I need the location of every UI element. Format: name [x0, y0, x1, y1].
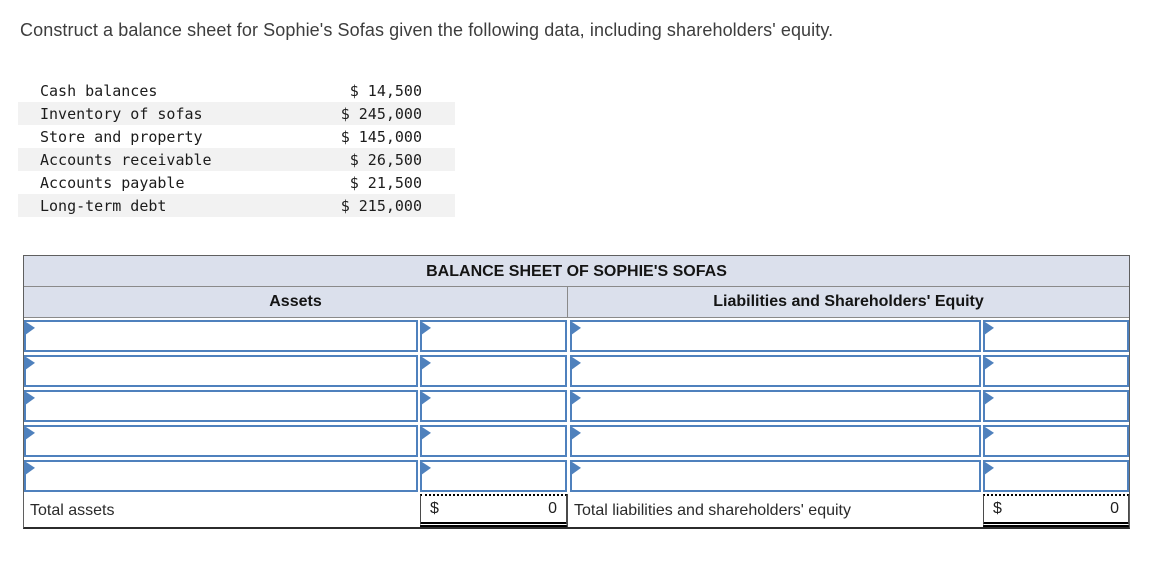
- cell-flag-icon: [985, 322, 994, 335]
- column-header-liabilities: Liabilities and Shareholders' Equity: [567, 287, 1129, 317]
- asset-amount-input-cell[interactable]: [420, 320, 567, 352]
- given-data-table: Cash balances $ 14,500 Inventory of sofa…: [18, 79, 455, 217]
- given-data-row: Store and property $ 145,000: [18, 125, 455, 148]
- cell-flag-icon: [422, 392, 431, 405]
- given-data-amount: $ 14,500: [349, 81, 422, 100]
- cell-flag-icon: [572, 462, 581, 475]
- cell-flag-icon: [26, 392, 35, 405]
- given-data-row: Inventory of sofas $ 245,000: [18, 102, 455, 125]
- cell-flag-icon: [26, 322, 35, 335]
- liability-label-input-cell[interactable]: [570, 320, 981, 352]
- instruction-text: Construct a balance sheet for Sophie's S…: [20, 20, 834, 40]
- asset-amount-input-cell[interactable]: [420, 355, 567, 387]
- liability-amount-input-cell[interactable]: [983, 460, 1129, 492]
- given-data-label: Long-term debt: [40, 196, 167, 215]
- total-assets-label: Total assets: [30, 501, 115, 519]
- totals-row: Total assets $ 0 Total liabilities and s…: [24, 494, 1129, 527]
- balance-sheet-row: [24, 320, 1129, 352]
- cell-flag-icon: [572, 392, 581, 405]
- balance-sheet-title: BALANCE SHEET OF SOPHIE'S SOFAS: [24, 256, 1129, 287]
- asset-label-input-cell[interactable]: [24, 320, 418, 352]
- liability-amount-input-cell[interactable]: [983, 355, 1129, 387]
- cell-flag-icon: [26, 357, 35, 370]
- balance-sheet-table: BALANCE SHEET OF SOPHIE'S SOFAS Assets L…: [23, 255, 1130, 529]
- cell-flag-icon: [422, 427, 431, 440]
- liability-label-input-cell[interactable]: [570, 425, 981, 457]
- given-data-row: Cash balances $ 14,500: [18, 79, 455, 102]
- given-data-amount: $ 145,000: [340, 127, 422, 146]
- asset-amount-input-cell[interactable]: [420, 460, 567, 492]
- asset-label-input-cell[interactable]: [24, 460, 418, 492]
- given-data-row: Accounts payable $ 21,500: [18, 171, 455, 194]
- balance-sheet-body: [24, 320, 1129, 492]
- asset-amount-input-cell[interactable]: [420, 425, 567, 457]
- cell-flag-icon: [572, 427, 581, 440]
- liability-amount-input-cell[interactable]: [983, 320, 1129, 352]
- asset-amount-input-cell[interactable]: [420, 390, 567, 422]
- given-data-label: Store and property: [40, 127, 203, 146]
- cell-flag-icon: [985, 462, 994, 475]
- total-liabilities-label: Total liabilities and shareholders' equi…: [567, 494, 983, 527]
- cell-flag-icon: [985, 392, 994, 405]
- cell-flag-icon: [26, 427, 35, 440]
- balance-sheet-row: [24, 355, 1129, 387]
- total-liabilities-amount-cell: $ 0: [983, 494, 1129, 527]
- cell-flag-icon: [572, 322, 581, 335]
- liability-label-input-cell[interactable]: [570, 355, 981, 387]
- liability-amount-input-cell[interactable]: [983, 425, 1129, 457]
- given-data-amount: $ 245,000: [340, 104, 422, 123]
- balance-sheet-row: [24, 390, 1129, 422]
- given-data-label: Accounts receivable: [40, 150, 212, 169]
- balance-sheet-header-row: Assets Liabilities and Shareholders' Equ…: [24, 287, 1129, 318]
- total-liabilities-value: 0: [1110, 500, 1119, 517]
- given-data-body: Cash balances $ 14,500 Inventory of sofa…: [18, 79, 455, 217]
- asset-label-input-cell[interactable]: [24, 425, 418, 457]
- given-data-row: Accounts receivable $ 26,500: [18, 148, 455, 171]
- given-data-label: Inventory of sofas: [40, 104, 203, 123]
- asset-label-input-cell[interactable]: [24, 355, 418, 387]
- total-assets-value: 0: [548, 500, 557, 517]
- cell-flag-icon: [422, 462, 431, 475]
- given-data-amount: $ 26,500: [349, 150, 422, 169]
- given-data-amount: $ 215,000: [340, 196, 422, 215]
- total-liabilities-currency: $: [993, 500, 1002, 517]
- cell-flag-icon: [422, 322, 431, 335]
- balance-sheet-row: [24, 460, 1129, 492]
- given-data-label: Cash balances: [40, 81, 158, 100]
- cell-flag-icon: [572, 357, 581, 370]
- cell-flag-icon: [26, 462, 35, 475]
- given-data-label: Accounts payable: [40, 173, 185, 192]
- cell-flag-icon: [422, 357, 431, 370]
- column-header-assets: Assets: [269, 293, 322, 310]
- liability-label-input-cell[interactable]: [570, 390, 981, 422]
- cell-flag-icon: [985, 357, 994, 370]
- total-assets-currency: $: [430, 500, 439, 517]
- liability-label-input-cell[interactable]: [570, 460, 981, 492]
- liability-amount-input-cell[interactable]: [983, 390, 1129, 422]
- given-data-amount: $ 21,500: [349, 173, 422, 192]
- given-data-row: Long-term debt $ 215,000: [18, 194, 455, 217]
- balance-sheet-row: [24, 425, 1129, 457]
- cell-flag-icon: [985, 427, 994, 440]
- asset-label-input-cell[interactable]: [24, 390, 418, 422]
- total-assets-amount-cell: $ 0: [420, 494, 567, 527]
